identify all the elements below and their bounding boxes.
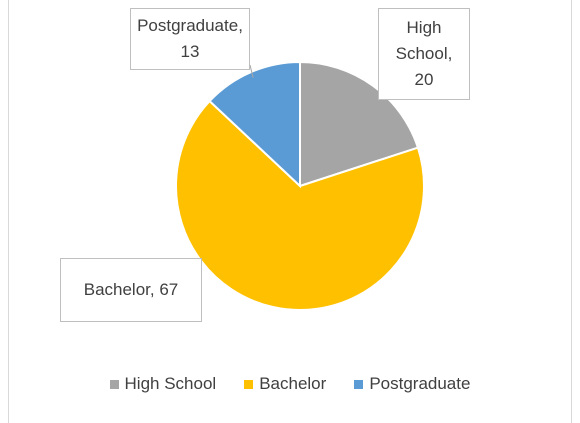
pie-slice bbox=[299, 60, 420, 188]
legend-label: Postgraduate bbox=[369, 374, 471, 393]
data-label: High School, 20 bbox=[378, 8, 470, 100]
leader-line bbox=[249, 64, 254, 78]
legend-item: Postgraduate bbox=[354, 374, 470, 394]
legend: High School Bachelor Postgraduate bbox=[8, 374, 572, 394]
legend-label: Bachelor bbox=[259, 374, 327, 393]
data-label: Bachelor, 67 bbox=[60, 258, 202, 322]
legend-swatch bbox=[244, 379, 254, 389]
legend-item: High School bbox=[109, 374, 217, 394]
data-label: Postgraduate, 13 bbox=[130, 8, 250, 70]
legend-item: Bachelor bbox=[244, 374, 326, 394]
pie-slice bbox=[175, 99, 425, 311]
legend-swatch bbox=[354, 379, 364, 389]
legend-swatch bbox=[109, 379, 119, 389]
pie-slice bbox=[208, 60, 301, 189]
chart-border bbox=[8, 0, 572, 423]
legend-label: High School bbox=[124, 374, 217, 393]
